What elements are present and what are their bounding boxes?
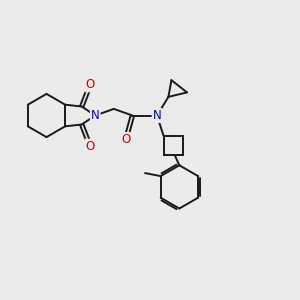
Text: O: O (85, 140, 95, 153)
Text: O: O (85, 78, 95, 92)
Text: N: N (153, 109, 161, 122)
Text: N: N (91, 109, 100, 122)
Text: O: O (121, 133, 130, 146)
